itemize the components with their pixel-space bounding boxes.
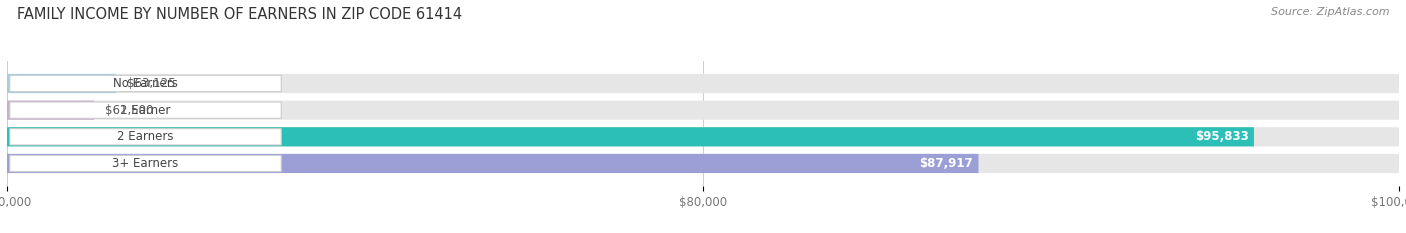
FancyBboxPatch shape [7, 154, 979, 173]
Text: $63,125: $63,125 [127, 77, 176, 90]
Text: FAMILY INCOME BY NUMBER OF EARNERS IN ZIP CODE 61414: FAMILY INCOME BY NUMBER OF EARNERS IN ZI… [17, 7, 463, 22]
Text: 1 Earner: 1 Earner [121, 104, 170, 117]
FancyBboxPatch shape [10, 155, 281, 172]
FancyBboxPatch shape [7, 127, 1254, 146]
FancyBboxPatch shape [10, 75, 281, 92]
FancyBboxPatch shape [7, 74, 1399, 93]
FancyBboxPatch shape [7, 74, 115, 93]
Text: Source: ZipAtlas.com: Source: ZipAtlas.com [1271, 7, 1389, 17]
Text: $95,833: $95,833 [1195, 130, 1249, 143]
Text: No Earners: No Earners [112, 77, 179, 90]
FancyBboxPatch shape [7, 127, 1399, 146]
Text: $87,917: $87,917 [920, 157, 973, 170]
FancyBboxPatch shape [10, 102, 281, 118]
FancyBboxPatch shape [7, 101, 94, 120]
FancyBboxPatch shape [7, 154, 1399, 173]
Text: 2 Earners: 2 Earners [117, 130, 174, 143]
Text: 3+ Earners: 3+ Earners [112, 157, 179, 170]
FancyBboxPatch shape [7, 101, 1399, 120]
FancyBboxPatch shape [10, 129, 281, 145]
Text: $62,500: $62,500 [105, 104, 153, 117]
